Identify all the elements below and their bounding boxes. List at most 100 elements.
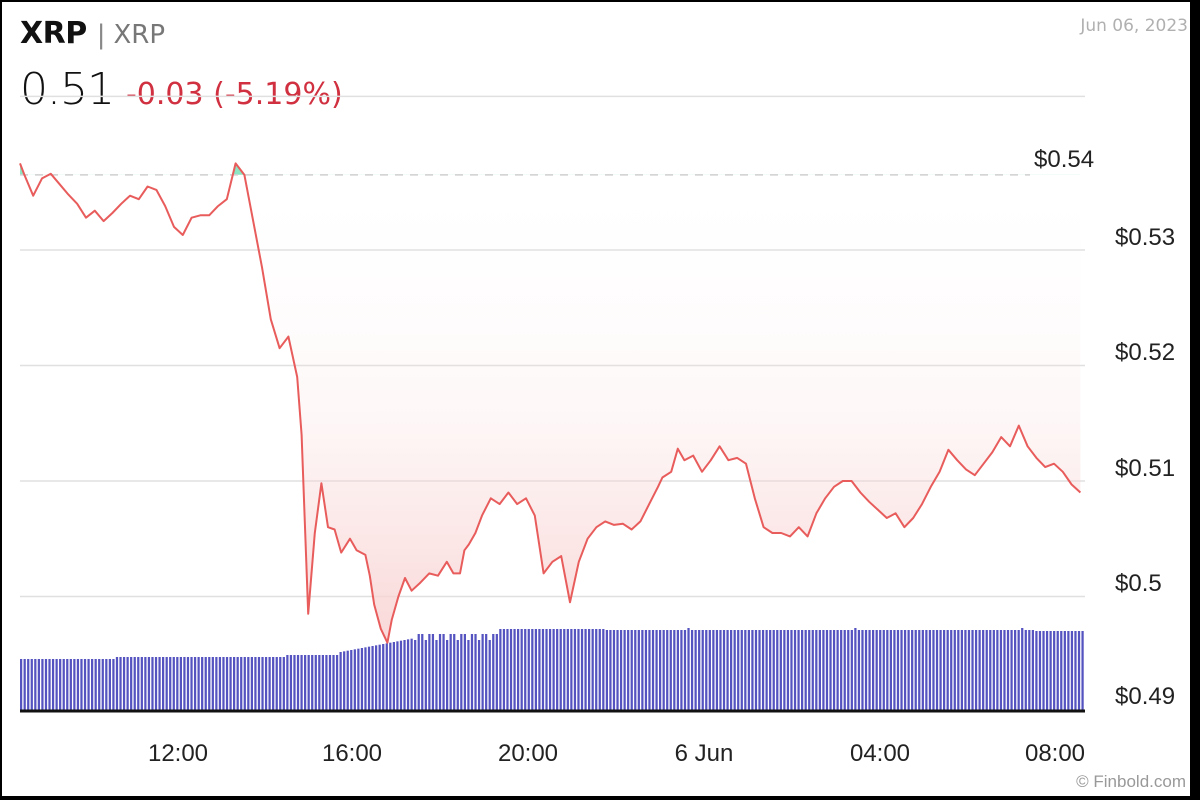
y-tick-050: $0.5 [1115,570,1162,597]
volume-bar [307,655,310,710]
volume-bar [98,659,101,710]
volume-bar [953,630,956,710]
volume-bar [896,630,900,710]
volume-bar [162,657,165,710]
x-tick-6jun: 6 Jun [674,740,734,767]
volume-bar [765,630,768,710]
volume-bar [144,657,147,710]
volume-bar [950,630,953,710]
volume-bar [683,630,687,710]
volume-bar [520,629,523,710]
volume-bar [325,655,328,710]
volume-bar [23,659,26,710]
volume-bar [296,655,300,710]
volume-bar [442,634,445,710]
volume-bar [659,630,662,710]
volume-bar [793,630,797,710]
volume-bar [818,630,821,710]
volume-bar [651,630,655,710]
volume-bar [872,630,875,710]
volume-bar [705,630,708,710]
volume-bar [101,659,104,710]
volume-bar [914,630,917,710]
volume-bar [105,659,108,710]
volume-bar [808,630,811,710]
volume-bar [531,629,534,710]
volume-bar [634,630,637,710]
volume-bar [1014,630,1017,710]
price-row: 0.51 -0.03 (-5.19%) [20,64,343,115]
price-line [19,162,1082,644]
volume-bar [360,648,364,710]
volume-bar [66,659,69,710]
volume-bar [27,659,30,710]
volume-bar [985,630,988,710]
volume-bar [761,630,765,710]
volume-bar [737,630,740,710]
volume-bar [488,640,491,710]
volume-bar [1060,631,1063,710]
volume-bar [357,648,360,710]
volume-bar [548,629,552,710]
volume-bar [321,655,324,710]
volume-bar [218,657,222,710]
volume-bar [208,657,211,710]
x-tick-0400: 04:00 [849,740,911,767]
volume-bar [811,630,814,710]
volume-bar [889,630,892,710]
volume-bar [112,659,115,710]
volume-bar [857,630,861,710]
volume-bar [431,634,435,710]
volume-bar [840,630,843,710]
volume-bar [264,657,268,710]
volume-bar [59,659,62,710]
volume-bar [154,657,158,710]
volume-bar [630,630,633,710]
volume-bar [424,640,427,710]
volume-bar [229,657,232,710]
volume-bar [921,630,924,710]
volume-bar [918,630,921,710]
volume-bar [37,659,40,710]
volume-bar [648,630,651,710]
volume-bar [375,645,378,710]
volume-bar [353,649,356,710]
x-tick-1600: 16:00 [321,740,383,767]
volume-bar [690,630,694,710]
volume-bar [1074,631,1077,710]
volume-bar [708,630,711,710]
volume-bar [850,630,853,710]
volume-bar [1063,631,1066,710]
volume-bar [932,630,935,710]
volume-bar [399,640,403,710]
volume-bar [467,640,470,710]
volume-bar [928,630,932,710]
volume-bar [783,630,786,710]
volume-bar [804,630,807,710]
volume-bar [538,629,541,710]
volume-bar [211,657,214,710]
volume-bar [225,657,229,710]
volume-bar [91,659,94,710]
volume-bar [485,634,488,710]
reference-price-label: $0.54 [1034,146,1095,173]
volume-bar [588,629,591,710]
volume-bar [911,630,914,710]
volume-bar [939,630,942,710]
volume-bar [822,630,825,710]
volume-bar [676,630,679,710]
volume-bar [51,659,55,710]
y-tick-052: $0.52 [1115,339,1176,366]
volume-bar [982,630,985,710]
volume-bar [41,659,44,710]
volume-bar [854,628,857,710]
volume-bar [790,630,793,710]
asset-pair: XRP [113,20,166,50]
volume-bar [34,659,37,710]
volume-bar [140,657,143,710]
volume-bar [786,630,790,710]
volume-bar [69,659,72,710]
volume-bar [147,657,151,710]
volume-bar [130,657,133,710]
volume-bar [279,657,282,710]
